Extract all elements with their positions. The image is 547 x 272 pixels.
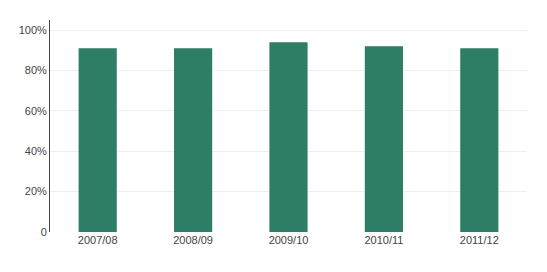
- svg-text:2009/10: 2009/10: [269, 234, 309, 246]
- svg-text:80%: 80%: [25, 64, 47, 76]
- svg-text:100%: 100%: [19, 24, 47, 36]
- svg-text:2010/11: 2010/11: [364, 234, 403, 246]
- svg-text:0: 0: [41, 226, 47, 238]
- svg-text:2008/09: 2008/09: [173, 234, 213, 246]
- svg-text:60%: 60%: [25, 105, 47, 117]
- svg-text:20%: 20%: [25, 185, 47, 197]
- svg-text:40%: 40%: [25, 145, 47, 157]
- svg-text:2007/08: 2007/08: [78, 234, 118, 246]
- svg-text:2011/12: 2011/12: [460, 234, 499, 246]
